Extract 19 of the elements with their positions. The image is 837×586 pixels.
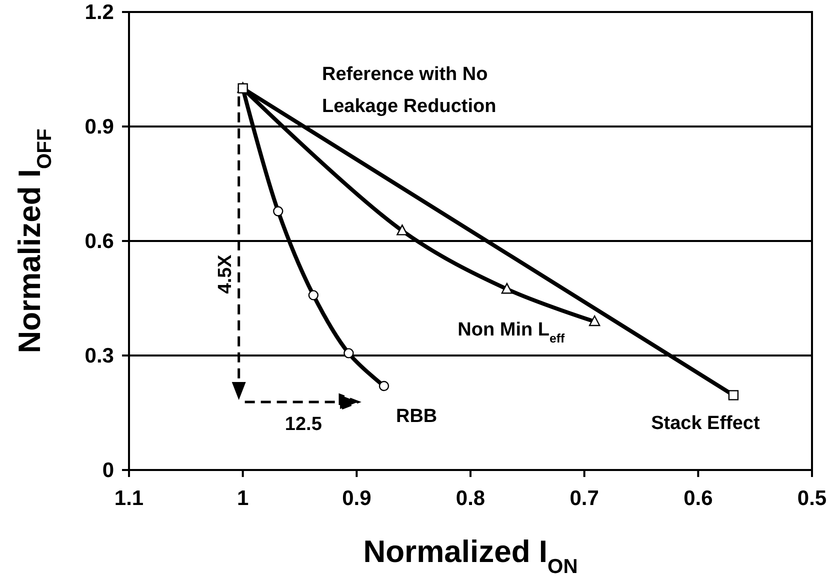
y-tick-label: 0.9 [84,116,114,138]
x-tick-label: 0.5 [797,487,827,510]
x-tick-label: 1.1 [114,487,144,510]
series-label: Non Min L$_{eff}$ [458,320,566,346]
y-tick-label: 0 [102,459,114,482]
y-tick-label: 0.3 [84,344,114,368]
y-tick-label: 0.6 [84,230,114,253]
series-label: RBB [396,406,438,428]
x-axis-title: Normalized I$_{ON}$ [363,534,578,578]
y-tick-label: 1.2 [84,1,114,24]
annotation: 4.5X [214,254,236,294]
series-label: Stack Effect [651,413,761,434]
x-tick-label: 0.8 [456,487,486,510]
annotation: Reference with No Leakage Reduction [322,64,496,117]
x-tick-label: 0.6 [684,487,713,510]
x-tick-label: 0.9 [342,487,372,510]
annotation: 12.5 [284,414,322,436]
x-tick-label: 1 [236,487,249,510]
x-tick-label: 0.7 [570,487,599,510]
